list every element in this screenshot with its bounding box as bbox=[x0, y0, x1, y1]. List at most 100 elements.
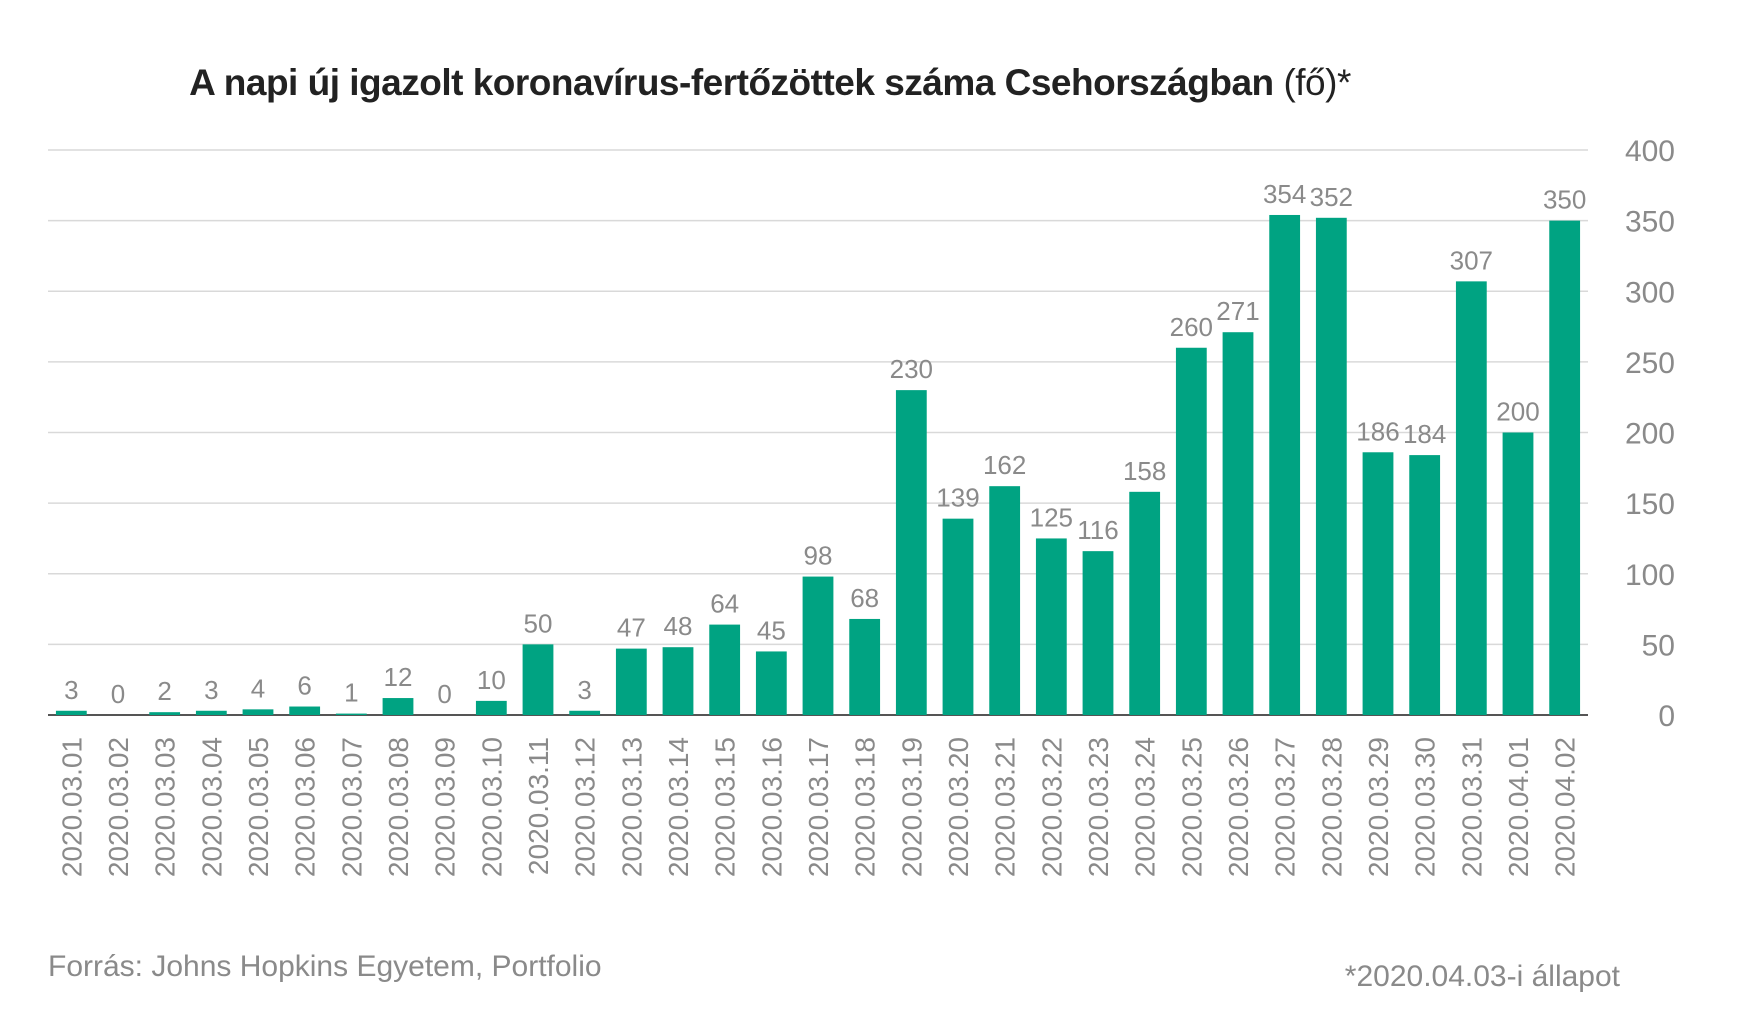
bar bbox=[662, 647, 694, 715]
x-tick-label: 2020.03.06 bbox=[290, 737, 321, 877]
x-tick-label: 2020.03.20 bbox=[943, 737, 974, 877]
y-tick-label: 350 bbox=[1625, 206, 1675, 239]
data-label: 45 bbox=[757, 615, 786, 645]
bar bbox=[382, 698, 414, 715]
y-tick-label: 150 bbox=[1625, 488, 1675, 521]
x-tick-label: 2020.03.21 bbox=[990, 737, 1021, 877]
x-tick-label: 2020.03.30 bbox=[1410, 737, 1441, 877]
chart-title-unit: (fő)* bbox=[1283, 62, 1351, 103]
data-label: 162 bbox=[983, 450, 1026, 480]
bar bbox=[1222, 332, 1254, 715]
x-tick-label: 2020.03.01 bbox=[56, 737, 87, 877]
bar bbox=[1455, 281, 1487, 715]
data-label: 48 bbox=[664, 611, 693, 641]
data-label: 98 bbox=[804, 541, 833, 571]
bar bbox=[55, 710, 87, 715]
x-tick-label: 2020.03.23 bbox=[1083, 737, 1114, 877]
bar bbox=[1175, 347, 1207, 715]
x-tick-label: 2020.03.26 bbox=[1223, 737, 1254, 877]
x-tick-label: 2020.03.15 bbox=[710, 737, 741, 877]
data-label: 47 bbox=[617, 613, 646, 643]
x-tick-label: 2020.03.08 bbox=[383, 737, 414, 877]
bar bbox=[1502, 432, 1534, 715]
bar bbox=[989, 486, 1021, 715]
data-label: 12 bbox=[384, 662, 413, 692]
bar bbox=[149, 712, 181, 715]
data-label: 0 bbox=[111, 679, 125, 709]
data-label: 260 bbox=[1170, 312, 1213, 342]
x-tick-label: 2020.03.18 bbox=[850, 737, 881, 877]
y-tick-label: 250 bbox=[1625, 347, 1675, 380]
data-label: 350 bbox=[1543, 185, 1586, 215]
y-tick-label: 100 bbox=[1625, 559, 1675, 592]
x-tick-label: 2020.03.12 bbox=[570, 737, 601, 877]
data-label: 2 bbox=[157, 676, 171, 706]
data-label: 352 bbox=[1310, 182, 1353, 212]
bar bbox=[522, 644, 554, 715]
x-tick-label: 2020.03.16 bbox=[756, 737, 787, 877]
data-label: 64 bbox=[710, 589, 739, 619]
data-label: 184 bbox=[1403, 419, 1446, 449]
bar bbox=[895, 390, 927, 715]
data-label: 139 bbox=[936, 483, 979, 513]
bars bbox=[55, 214, 1581, 716]
bar bbox=[1409, 455, 1441, 715]
data-label: 3 bbox=[204, 675, 218, 705]
x-tick-label: 2020.03.03 bbox=[150, 737, 181, 877]
data-label: 6 bbox=[297, 671, 311, 701]
x-tick-label: 2020.03.04 bbox=[196, 737, 227, 877]
x-tick-label: 2020.03.09 bbox=[430, 737, 461, 877]
data-label: 1 bbox=[344, 678, 358, 708]
bar bbox=[615, 648, 647, 715]
x-tick-label: 2020.03.02 bbox=[103, 737, 134, 877]
bar bbox=[289, 706, 321, 715]
data-label: 271 bbox=[1216, 296, 1259, 326]
x-tick-label: 2020.03.13 bbox=[616, 737, 647, 877]
bar bbox=[1362, 452, 1394, 715]
data-label: 307 bbox=[1450, 245, 1493, 275]
source-note: Forrás: Johns Hopkins Egyetem, Portfolio bbox=[48, 950, 602, 983]
bar bbox=[569, 710, 601, 715]
x-tick-label: 2020.03.25 bbox=[1176, 737, 1207, 877]
bar bbox=[802, 576, 834, 715]
data-label: 230 bbox=[890, 354, 933, 384]
x-tick-label: 2020.03.17 bbox=[803, 737, 834, 877]
bar bbox=[1129, 491, 1161, 715]
data-label: 0 bbox=[437, 679, 451, 709]
bar bbox=[849, 618, 881, 715]
x-tick-label: 2020.03.27 bbox=[1270, 737, 1301, 877]
y-tick-label: 300 bbox=[1625, 276, 1675, 309]
footnote: *2020.04.03-i állapot bbox=[1344, 960, 1620, 993]
x-tick-label: 2020.03.24 bbox=[1130, 737, 1161, 877]
data-label: 10 bbox=[477, 665, 506, 695]
data-label: 158 bbox=[1123, 456, 1166, 486]
data-label: 3 bbox=[577, 675, 591, 705]
bar bbox=[1035, 538, 1067, 715]
x-tick-label: 2020.03.10 bbox=[476, 737, 507, 877]
data-label: 354 bbox=[1263, 179, 1306, 209]
data-label: 3 bbox=[64, 675, 78, 705]
bar bbox=[1269, 214, 1301, 715]
x-tick-label: 2020.03.07 bbox=[336, 737, 367, 877]
chart-title-main: A napi új igazolt koronavírus-fertőzötte… bbox=[189, 62, 1274, 103]
data-label: 186 bbox=[1356, 416, 1399, 446]
bar bbox=[942, 518, 974, 715]
bar bbox=[1082, 551, 1114, 715]
x-tick-label: 2020.03.22 bbox=[1036, 737, 1067, 877]
x-tick-label: 2020.03.31 bbox=[1456, 737, 1487, 877]
chart-title: A napi új igazolt koronavírus-fertőzötte… bbox=[0, 62, 1540, 104]
data-label: 50 bbox=[524, 608, 553, 638]
data-label: 4 bbox=[251, 673, 265, 703]
x-tick-label: 2020.03.28 bbox=[1316, 737, 1347, 877]
bar bbox=[475, 700, 507, 715]
y-tick-label: 400 bbox=[1625, 135, 1675, 168]
bar bbox=[709, 624, 741, 715]
data-label: 125 bbox=[1030, 502, 1073, 532]
x-tick-label: 2020.03.29 bbox=[1363, 737, 1394, 877]
bar bbox=[755, 651, 787, 715]
y-tick-label: 200 bbox=[1625, 418, 1675, 451]
data-label: 116 bbox=[1077, 515, 1118, 545]
y-axis-ticks: 0 50 100 150 200 250 300 350 400 bbox=[1625, 135, 1675, 733]
